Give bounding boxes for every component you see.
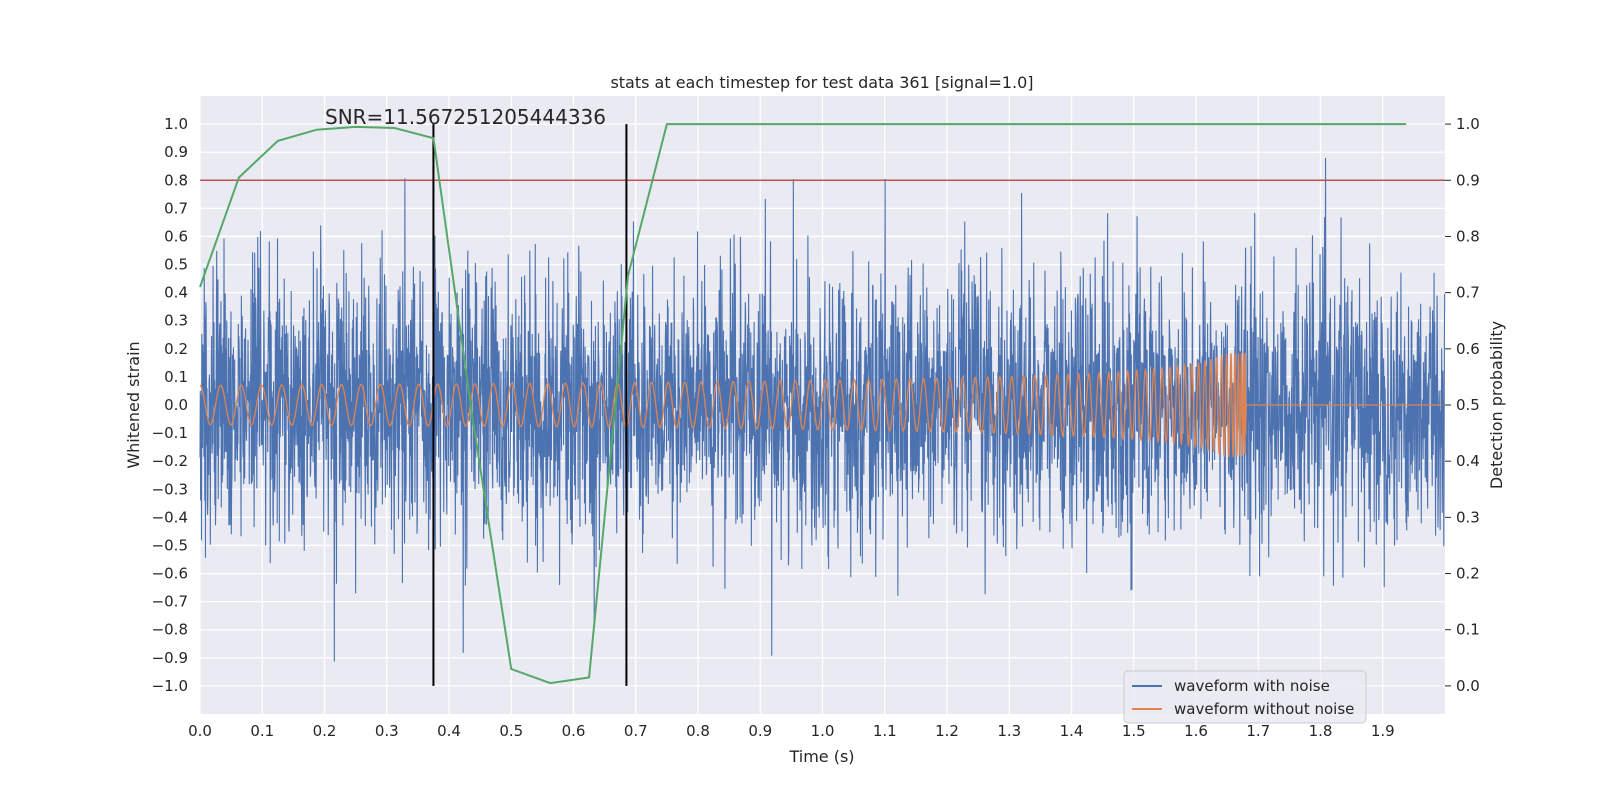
y-left-tick-label: −0.7	[152, 593, 188, 611]
y-right-tick-label: 0.8	[1456, 227, 1480, 245]
y-left-tick-label: 0.5	[164, 256, 188, 274]
y-left-tick-label: 1.0	[164, 115, 188, 133]
y-right-tick-label: 0.2	[1456, 565, 1480, 583]
y-left-tick-label: −1.0	[152, 677, 188, 695]
x-tick-label: 0.2	[313, 722, 337, 740]
y-axis-right-ticks: 0.0 0.1 0.2 0.3 0.4 0.5 0.6 0.7 0.8 0.9 1.0	[1445, 115, 1480, 695]
y-left-tick-label: −0.6	[152, 565, 188, 583]
x-tick-label: 1.6	[1184, 722, 1208, 740]
x-tick-label: 0.4	[437, 722, 461, 740]
y-left-tick-label: 0.0	[164, 396, 188, 414]
snr-annotation: SNR=11.567251205444336	[325, 105, 606, 129]
y-left-tick-label: 0.4	[164, 284, 188, 302]
x-axis-label: Time (s)	[788, 747, 854, 766]
x-tick-label: 1.1	[873, 722, 897, 740]
plot-area	[199, 123, 1446, 686]
y-axis-left-ticks: 1.0 0.9 0.8 0.7 0.6 0.5 0.4 0.3 0.2 0.1 0.0 −0.1 −0.…	[152, 115, 188, 695]
x-tick-label: 1.3	[997, 722, 1021, 740]
y-right-tick-label: 0.7	[1456, 284, 1480, 302]
legend: waveform with noise waveform without noi…	[1123, 670, 1367, 724]
y-left-tick-label: −0.9	[152, 649, 188, 667]
y-right-tick-label: 0.0	[1456, 677, 1480, 695]
x-tick-label: 0.6	[562, 722, 586, 740]
legend-label-noisy: waveform with noise	[1174, 677, 1330, 695]
x-tick-label: 1.9	[1371, 722, 1395, 740]
legend-label-clean: waveform without noise	[1174, 700, 1354, 718]
y-left-tick-label: 0.1	[164, 368, 188, 386]
x-tick-label: 1.7	[1246, 722, 1270, 740]
y-right-tick-label: 0.1	[1456, 621, 1480, 639]
y-axis-right-label: Detection probability	[1487, 321, 1506, 489]
y-left-tick-label: −0.4	[152, 508, 188, 526]
y-right-tick-label: 0.5	[1456, 396, 1480, 414]
x-tick-label: 1.2	[935, 722, 959, 740]
y-left-tick-label: −0.5	[152, 536, 188, 554]
x-tick-label: 0.1	[250, 722, 274, 740]
y-right-tick-label: 1.0	[1456, 115, 1480, 133]
y-left-tick-label: −0.8	[152, 621, 188, 639]
x-tick-label: 0.3	[375, 722, 399, 740]
series-waveform-with-noise	[199, 157, 1446, 662]
x-tick-label: 0.8	[686, 722, 710, 740]
y-right-tick-label: 0.6	[1456, 340, 1480, 358]
y-axis-left-label: Whitened strain	[124, 341, 143, 468]
series-waveform-without-noise	[199, 352, 1442, 457]
y-left-tick-label: 0.9	[164, 143, 188, 161]
y-left-tick-label: 0.6	[164, 227, 188, 245]
x-tick-label: 1.4	[1060, 722, 1084, 740]
x-tick-label: 0.9	[748, 722, 772, 740]
y-left-tick-label: 0.8	[164, 171, 188, 189]
x-tick-label: 1.8	[1309, 722, 1333, 740]
y-left-tick-label: −0.1	[152, 424, 188, 442]
y-right-tick-label: 0.9	[1456, 171, 1480, 189]
chart-title: stats at each timestep for test data 361…	[610, 73, 1033, 92]
x-tick-label: 1.0	[811, 722, 835, 740]
y-left-tick-label: 0.7	[164, 199, 188, 217]
y-left-tick-label: −0.3	[152, 480, 188, 498]
y-right-tick-label: 0.3	[1456, 508, 1480, 526]
legend-box	[1123, 670, 1367, 724]
x-axis-ticks: 0.0 0.1 0.2 0.3 0.4 0.5 0.6 0.7 0.8 0.9 1.0 1.1 1.2 1…	[188, 722, 1395, 740]
y-right-tick-label: 0.4	[1456, 452, 1480, 470]
x-tick-label: 0.5	[499, 722, 523, 740]
x-tick-label: 1.5	[1122, 722, 1146, 740]
y-left-tick-label: 0.3	[164, 312, 188, 330]
x-tick-label: 0.7	[624, 722, 648, 740]
y-left-tick-label: −0.2	[152, 452, 188, 470]
x-tick-label: 0.0	[188, 722, 212, 740]
series-detection-probability	[199, 123, 1407, 685]
y-left-tick-label: 0.2	[164, 340, 188, 358]
